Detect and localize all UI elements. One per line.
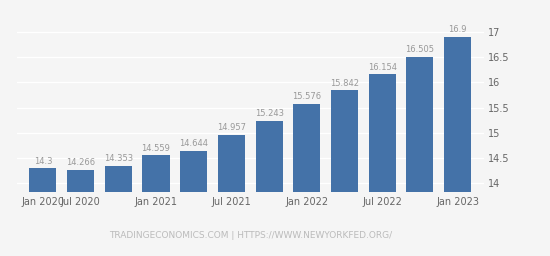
Bar	[142, 155, 169, 256]
Bar	[256, 121, 283, 256]
Bar	[29, 168, 57, 256]
Bar	[444, 37, 471, 256]
Text: 16.154: 16.154	[368, 63, 397, 72]
Text: 16.505: 16.505	[405, 45, 434, 54]
Text: 14.3: 14.3	[34, 157, 52, 166]
Bar	[180, 151, 207, 256]
Text: 15.243: 15.243	[255, 109, 284, 118]
Bar	[368, 74, 396, 256]
Bar	[331, 90, 358, 256]
Text: 14.559: 14.559	[141, 144, 170, 153]
Text: 14.266: 14.266	[66, 158, 95, 167]
Text: 15.576: 15.576	[292, 92, 321, 101]
Bar	[293, 104, 320, 256]
Bar	[406, 57, 433, 256]
Text: 16.9: 16.9	[448, 25, 467, 34]
Bar	[67, 170, 94, 256]
Text: 14.644: 14.644	[179, 139, 208, 148]
Text: 14.353: 14.353	[104, 154, 133, 163]
Text: 14.957: 14.957	[217, 123, 246, 132]
Text: TRADINGECONOMICS.COM | HTTPS://WWW.NEWYORKFED.ORG/: TRADINGECONOMICS.COM | HTTPS://WWW.NEWYO…	[109, 231, 392, 240]
Bar	[218, 135, 245, 256]
Text: 15.842: 15.842	[330, 79, 359, 88]
Bar	[104, 166, 132, 256]
